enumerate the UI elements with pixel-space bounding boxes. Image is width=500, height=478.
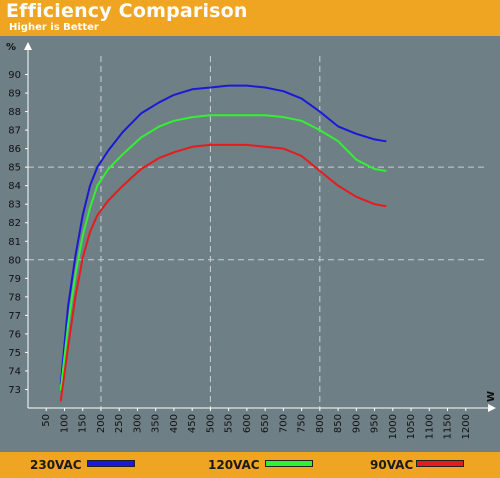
chart-legend: 230VAC 120VAC 90VAC <box>0 452 500 478</box>
y-tick-label: 79 <box>8 274 21 285</box>
y-tick-label: 84 <box>8 181 21 192</box>
x-tick-label: 1050 <box>406 414 417 439</box>
y-tick-label: 78 <box>8 292 21 303</box>
x-tick-label: 750 <box>297 414 308 433</box>
legend-swatch <box>265 460 313 467</box>
axes-layer <box>24 42 496 412</box>
y-tick-label: 88 <box>8 107 21 118</box>
x-tick-label: 200 <box>96 414 107 433</box>
y-axis-arrow <box>24 42 32 50</box>
x-tick-label: 650 <box>260 414 271 433</box>
x-tick-label: 550 <box>224 414 235 433</box>
y-tick-label: 85 <box>8 163 21 174</box>
x-tick-label: 700 <box>278 414 289 433</box>
chart-header: Efficiency Comparison Higher is Better <box>0 0 500 36</box>
legend-label: 230VAC <box>30 458 82 472</box>
y-tick-label: 90 <box>8 70 21 81</box>
y-tick-label: 83 <box>8 200 21 211</box>
x-tick-label: 300 <box>132 414 143 433</box>
y-tick-label: 81 <box>8 237 21 248</box>
y-tick-label: 87 <box>8 126 21 137</box>
x-tick-label: 1100 <box>424 414 435 439</box>
chart-title: Efficiency Comparison <box>6 0 248 22</box>
x-tick-label: 50 <box>41 414 52 427</box>
series-layer <box>59 84 387 402</box>
y-tick-label: 80 <box>8 255 21 266</box>
x-tick-label: 850 <box>333 414 344 433</box>
y-tick-label: 76 <box>8 329 21 340</box>
x-tick-label: 600 <box>242 414 253 433</box>
legend-label: 120VAC <box>208 458 260 472</box>
series-line-90vac <box>59 143 387 402</box>
x-tick-label: 450 <box>187 414 198 433</box>
series-line-230vac <box>59 84 387 385</box>
x-tick-label: 350 <box>151 414 162 433</box>
legend-swatch <box>87 460 135 467</box>
x-tick-label: 1200 <box>461 414 472 439</box>
legend-label: 90VAC <box>370 458 414 472</box>
x-axis-arrow <box>488 404 496 412</box>
y-axis-label: % <box>6 42 16 53</box>
x-tick-label: 400 <box>169 414 180 433</box>
x-tick-label: 1150 <box>443 414 454 439</box>
x-tick-label: 150 <box>78 414 89 433</box>
y-tick-label: 89 <box>8 89 21 100</box>
series-line-120vac <box>59 114 387 391</box>
y-tick-label: 86 <box>8 144 21 155</box>
y-tick-label: 74 <box>8 366 21 377</box>
chart-subtitle: Higher is Better <box>9 22 99 33</box>
x-tick-label: 250 <box>114 414 125 433</box>
y-tick-label: 77 <box>8 311 21 322</box>
x-tick-label: 800 <box>315 414 326 433</box>
efficiency-line-chart: 73 74 75 76 77 78 79 80 81 82 83 84 85 86 87 88 89 90 50 10… <box>6 42 497 439</box>
y-tick-label: 73 <box>8 385 21 396</box>
x-tick-label: 900 <box>351 414 362 433</box>
x-tick-label: 1000 <box>388 414 399 439</box>
y-tick-label: 75 <box>8 348 21 359</box>
x-axis-label: W <box>486 391 497 402</box>
grid-layer <box>28 56 484 408</box>
y-tick-label: 82 <box>8 218 21 229</box>
x-tick-label: 950 <box>370 414 381 433</box>
labels-layer: 73 74 75 76 77 78 79 80 81 82 83 84 85 86 87 88 89 90 50 10… <box>6 42 497 439</box>
x-tick-label: 500 <box>205 414 216 433</box>
x-tick-label: 100 <box>59 414 70 433</box>
legend-swatch <box>416 460 464 467</box>
